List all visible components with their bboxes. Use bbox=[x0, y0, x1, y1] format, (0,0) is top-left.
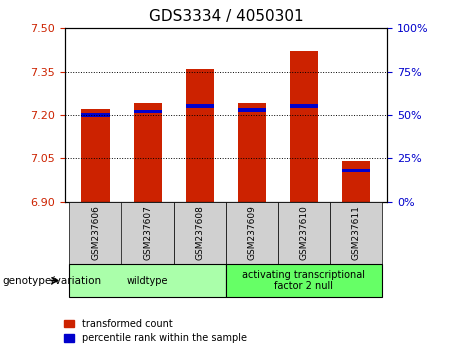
Text: activating transcriptional
factor 2 null: activating transcriptional factor 2 null bbox=[242, 270, 366, 291]
Bar bbox=[290, 104, 318, 108]
Text: genotype/variation: genotype/variation bbox=[2, 275, 101, 286]
Bar bbox=[134, 103, 162, 202]
Text: GSM237609: GSM237609 bbox=[248, 205, 256, 260]
Legend: transformed count, percentile rank within the sample: transformed count, percentile rank withi… bbox=[60, 315, 250, 347]
Bar bbox=[290, 51, 318, 202]
Bar bbox=[342, 161, 370, 202]
Bar bbox=[185, 69, 214, 202]
Text: GSM237611: GSM237611 bbox=[351, 205, 361, 260]
Bar bbox=[342, 169, 370, 172]
Text: GSM237610: GSM237610 bbox=[300, 205, 308, 260]
Bar bbox=[82, 113, 110, 117]
Bar bbox=[134, 110, 162, 114]
Text: GSM237606: GSM237606 bbox=[91, 205, 100, 260]
Text: GSM237607: GSM237607 bbox=[143, 205, 152, 260]
Bar bbox=[82, 109, 110, 202]
Bar bbox=[185, 104, 214, 108]
Bar bbox=[237, 103, 266, 202]
Text: wildtype: wildtype bbox=[127, 275, 169, 286]
Bar bbox=[237, 108, 266, 112]
Text: GSM237608: GSM237608 bbox=[195, 205, 204, 260]
Title: GDS3334 / 4050301: GDS3334 / 4050301 bbox=[148, 9, 303, 24]
